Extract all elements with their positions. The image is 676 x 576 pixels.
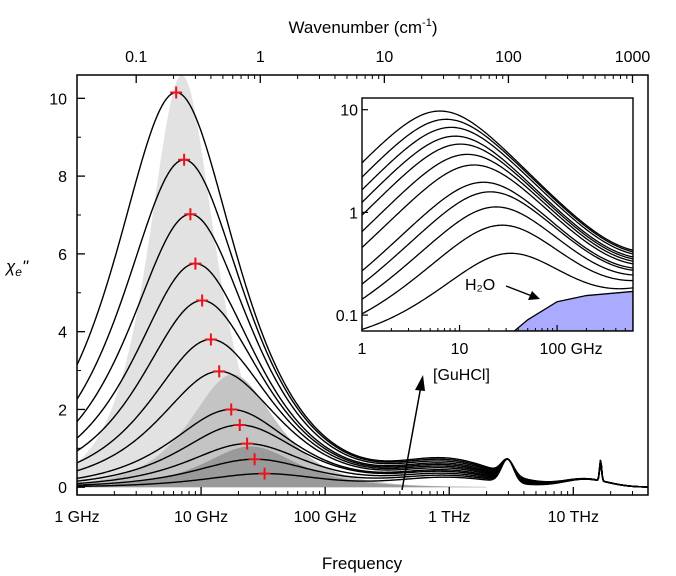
guhcl-label: [GuHCl] <box>433 367 490 384</box>
inset-x-tick-label: 100 GHz <box>540 341 603 358</box>
x-tick-label: 1 THz <box>428 509 470 526</box>
peak-marker-6 <box>204 333 217 346</box>
shaded-region-3 <box>77 446 487 488</box>
inset-curve-5 <box>362 143 633 260</box>
top-tick-label: 1000 <box>615 49 651 66</box>
y-tick-label: 2 <box>58 402 67 419</box>
x-tick-label: 10 THz <box>548 509 599 526</box>
peak-marker-3 <box>184 208 197 221</box>
y-tick-label: 8 <box>58 169 67 186</box>
peak-marker-4 <box>189 257 202 270</box>
y-tick-label: 0 <box>58 480 67 497</box>
inset-curve-12 <box>362 252 633 331</box>
y-tick-label: 10 <box>49 91 67 108</box>
inset-y-tick-label: 0.1 <box>336 308 358 325</box>
shaded-region-1 <box>77 75 487 488</box>
inset-curve-3 <box>362 126 633 255</box>
peak-markers <box>170 86 271 480</box>
water-arrow-line <box>505 285 533 297</box>
inset-curve-8 <box>362 181 633 272</box>
peak-marker-11 <box>248 453 261 466</box>
inset-y-tick-label: 1 <box>349 205 358 222</box>
peak-marker-12 <box>258 467 271 480</box>
x-tick-label: 1 GHz <box>54 509 99 526</box>
concentration-arrow-head <box>415 375 425 391</box>
peak-marker-5 <box>196 294 209 307</box>
top-tick-label: 0.1 <box>125 49 147 66</box>
inset-frame <box>361 97 634 332</box>
top-axis-title: Wavenumber (cm-1) <box>289 17 438 37</box>
main-curves <box>76 91 649 488</box>
inset-content <box>362 110 633 331</box>
top-tick-label: 10 <box>375 49 393 66</box>
top-tick-label: 1 <box>256 49 265 66</box>
peak-marker-10 <box>241 437 254 450</box>
y-axis-title: χe" <box>4 257 29 279</box>
x-axis-title: Frequency <box>322 554 403 573</box>
shaded-regions <box>77 75 487 488</box>
water-area <box>505 290 633 331</box>
water-label: H₂O <box>465 277 495 294</box>
inset-curve-10 <box>362 206 633 300</box>
inset-curve-4 <box>362 135 633 258</box>
peak-marker-7 <box>213 365 226 378</box>
inset-x-tick-label: 1 <box>358 341 367 358</box>
inset-background <box>362 98 633 331</box>
inset-y-tick-label: 10 <box>340 103 358 120</box>
inset-curve-7 <box>362 164 633 265</box>
top-tick-label: 100 <box>495 49 522 66</box>
water-arrow-head <box>528 291 540 300</box>
peak-marker-1 <box>170 86 183 99</box>
shaded-region-2 <box>77 374 487 488</box>
inset-curve-2 <box>362 118 633 253</box>
x-tick-label: 10 GHz <box>174 509 228 526</box>
inset-curve-9 <box>362 191 633 285</box>
inset-curve-6 <box>362 153 633 262</box>
annotations: [GuHCl] H₂O <box>401 277 540 491</box>
y-tick-label: 4 <box>58 325 67 342</box>
peak-marker-2 <box>178 153 191 166</box>
curve-12 <box>76 458 649 488</box>
peak-marker-9 <box>233 419 246 431</box>
inset-curve-11 <box>362 224 633 315</box>
y-tick-label: 6 <box>58 247 67 264</box>
peak-marker-8 <box>225 403 238 416</box>
inset-x-tick-label: 10 <box>451 341 469 358</box>
inset-curve-1 <box>362 110 633 251</box>
x-tick-label: 100 GHz <box>294 509 357 526</box>
concentration-arrow-line <box>401 385 422 491</box>
